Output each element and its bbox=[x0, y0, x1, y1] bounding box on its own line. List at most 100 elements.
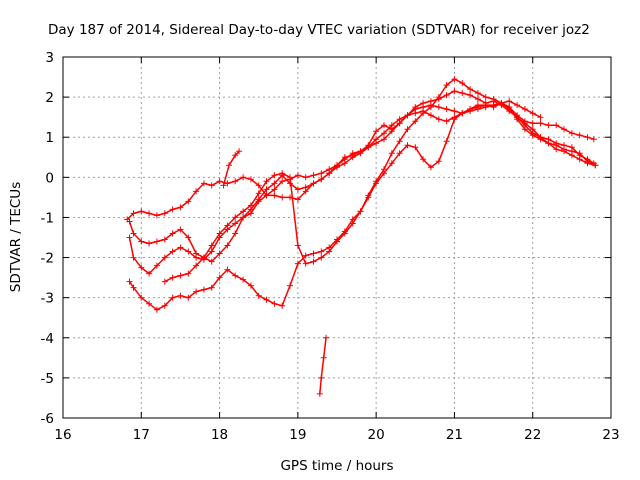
data-point-marker bbox=[529, 120, 536, 127]
series-trace bbox=[128, 78, 595, 311]
data-point-marker bbox=[404, 126, 411, 133]
data-point-marker bbox=[240, 208, 247, 215]
data-point-marker bbox=[126, 218, 133, 225]
data-point-marker bbox=[271, 180, 278, 187]
data-point-marker bbox=[271, 192, 278, 199]
series-track-2 bbox=[126, 88, 599, 265]
data-point-marker bbox=[224, 180, 231, 187]
data-point-marker bbox=[236, 148, 243, 155]
data-point-marker bbox=[310, 172, 317, 179]
y-tick-label: -5 bbox=[41, 371, 54, 387]
data-point-marker bbox=[420, 100, 427, 107]
y-tick-label: -4 bbox=[41, 331, 54, 347]
data-point-marker bbox=[263, 296, 270, 303]
y-tick-label: 3 bbox=[45, 50, 54, 66]
data-point-marker bbox=[474, 104, 481, 111]
series-track-1 bbox=[124, 100, 597, 223]
data-point-marker bbox=[412, 118, 419, 125]
data-point-marker bbox=[232, 220, 239, 227]
data-point-marker bbox=[521, 106, 528, 113]
data-point-marker bbox=[169, 230, 176, 237]
data-point-marker bbox=[232, 152, 239, 159]
data-point-marker bbox=[506, 106, 513, 113]
data-point-marker bbox=[279, 178, 286, 185]
data-point-marker bbox=[381, 136, 387, 143]
data-point-marker bbox=[318, 374, 325, 381]
data-point-marker bbox=[590, 136, 597, 143]
data-point-marker bbox=[216, 250, 223, 257]
data-point-marker bbox=[537, 120, 544, 127]
data-point-marker bbox=[294, 260, 301, 267]
series-short-burst bbox=[220, 148, 243, 189]
data-point-marker bbox=[310, 180, 317, 187]
data-point-marker bbox=[341, 160, 348, 167]
data-point-marker bbox=[220, 182, 227, 189]
data-point-marker bbox=[232, 272, 239, 279]
data-point-marker bbox=[240, 174, 247, 181]
data-point-marker bbox=[153, 238, 160, 245]
chart-title: Day 187 of 2014, Sidereal Day-to-day VTE… bbox=[48, 22, 590, 38]
data-point-marker bbox=[576, 132, 583, 139]
x-tick-label: 19 bbox=[289, 427, 306, 443]
data-point-marker bbox=[435, 116, 442, 123]
data-point-marker bbox=[381, 170, 387, 177]
data-point-marker bbox=[193, 188, 200, 195]
data-point-marker bbox=[506, 98, 513, 105]
series-trace bbox=[222, 150, 240, 186]
data-point-marker bbox=[467, 106, 474, 113]
data-point-marker bbox=[388, 150, 395, 157]
data-point-marker bbox=[185, 234, 192, 241]
data-point-marker bbox=[443, 138, 450, 145]
data-point-marker bbox=[545, 136, 552, 143]
plot-frame bbox=[62, 56, 612, 419]
data-point-marker bbox=[420, 110, 427, 117]
data-point-marker bbox=[294, 196, 301, 203]
data-point-marker bbox=[271, 186, 278, 193]
data-point-marker bbox=[279, 302, 286, 309]
data-point-marker bbox=[427, 98, 434, 105]
data-point-marker bbox=[459, 110, 466, 117]
data-point-marker bbox=[177, 272, 184, 279]
data-point-marker bbox=[161, 302, 168, 309]
data-point-marker bbox=[396, 138, 403, 145]
data-point-marker bbox=[310, 258, 317, 265]
data-point-marker bbox=[146, 210, 153, 217]
data-point-marker bbox=[521, 122, 528, 129]
data-point-marker bbox=[435, 104, 442, 111]
data-point-marker bbox=[323, 334, 329, 341]
data-point-marker bbox=[537, 134, 544, 141]
data-point-marker bbox=[412, 104, 419, 111]
data-point-marker bbox=[224, 242, 231, 249]
data-point-marker bbox=[169, 294, 176, 301]
data-point-marker bbox=[279, 170, 286, 177]
data-point-marker bbox=[459, 90, 466, 97]
data-point-marker bbox=[200, 180, 207, 187]
data-point-marker bbox=[153, 306, 160, 313]
data-point-marker bbox=[208, 248, 215, 255]
data-point-marker bbox=[310, 250, 317, 257]
data-point-marker bbox=[302, 174, 309, 181]
data-point-marker bbox=[412, 110, 419, 117]
series-isolated-dip bbox=[316, 334, 329, 397]
data-point-marker bbox=[271, 172, 278, 179]
data-point-marker bbox=[208, 284, 215, 291]
y-tick-label: 2 bbox=[45, 90, 54, 106]
data-point-marker bbox=[467, 86, 474, 93]
data-point-marker bbox=[232, 178, 239, 185]
data-point-marker bbox=[420, 156, 427, 163]
data-point-marker bbox=[294, 242, 301, 249]
data-point-marker bbox=[318, 254, 325, 261]
data-point-marker bbox=[247, 176, 254, 183]
data-point-marker bbox=[467, 92, 474, 99]
series-trace bbox=[319, 337, 327, 394]
x-tick-label: 22 bbox=[524, 427, 541, 443]
data-point-marker bbox=[365, 144, 372, 151]
series-track-5 bbox=[161, 98, 544, 285]
data-point-marker bbox=[161, 210, 168, 217]
data-point-marker bbox=[404, 142, 411, 149]
x-tick-label: 16 bbox=[54, 427, 71, 443]
data-point-marker bbox=[443, 92, 450, 99]
data-point-marker bbox=[514, 114, 521, 121]
data-point-marker bbox=[373, 136, 380, 143]
data-point-marker bbox=[169, 274, 176, 281]
